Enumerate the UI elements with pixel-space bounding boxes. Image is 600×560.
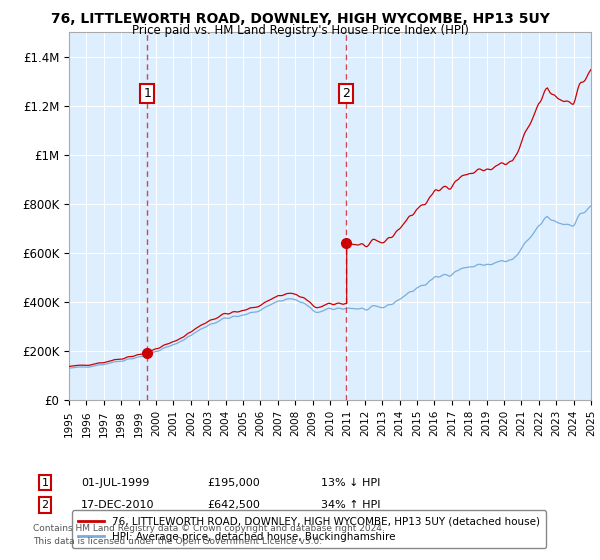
Text: Contains HM Land Registry data © Crown copyright and database right 2024.
This d: Contains HM Land Registry data © Crown c… [33,524,385,545]
Text: £642,500: £642,500 [207,500,260,510]
Text: £195,000: £195,000 [207,478,260,488]
Text: 1: 1 [143,87,151,100]
Text: 1: 1 [41,478,49,488]
Legend: 76, LITTLEWORTH ROAD, DOWNLEY, HIGH WYCOMBE, HP13 5UY (detached house), HPI: Ave: 76, LITTLEWORTH ROAD, DOWNLEY, HIGH WYCO… [71,511,547,548]
Text: 01-JUL-1999: 01-JUL-1999 [81,478,149,488]
Text: 17-DEC-2010: 17-DEC-2010 [81,500,155,510]
Text: 2: 2 [41,500,49,510]
Text: 34% ↑ HPI: 34% ↑ HPI [321,500,380,510]
Text: 13% ↓ HPI: 13% ↓ HPI [321,478,380,488]
Text: Price paid vs. HM Land Registry's House Price Index (HPI): Price paid vs. HM Land Registry's House … [131,24,469,36]
Text: 76, LITTLEWORTH ROAD, DOWNLEY, HIGH WYCOMBE, HP13 5UY: 76, LITTLEWORTH ROAD, DOWNLEY, HIGH WYCO… [50,12,550,26]
Text: 2: 2 [342,87,350,100]
